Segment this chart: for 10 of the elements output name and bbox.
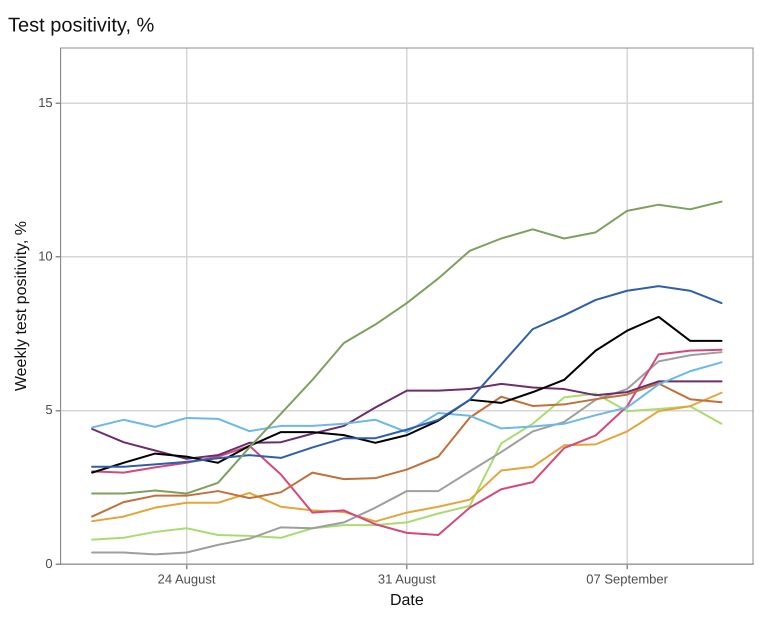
x-tick-label: 31 August [378,572,436,587]
y-tick-label: 15 [38,94,53,110]
y-axis-title: Weekly test positivity, % [13,221,30,392]
x-tick-label: 24 August [158,572,216,587]
y-tick-label: 10 [38,248,53,264]
x-axis-title: Date [390,592,424,609]
y-tick-label: 5 [45,402,53,418]
chart-title: Test positivity, % [8,14,155,37]
x-tick-label: 07 September [586,572,669,587]
y-tick-label: 0 [45,556,53,571]
